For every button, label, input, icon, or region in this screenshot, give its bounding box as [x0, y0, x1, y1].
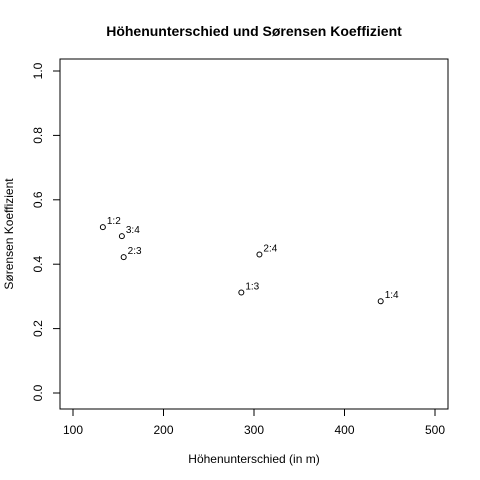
data-point-label: 2:3 — [128, 246, 142, 257]
x-tick-label: 400 — [334, 423, 354, 437]
x-tick-label: 200 — [153, 423, 173, 437]
x-tick-label: 100 — [63, 423, 83, 437]
data-point — [99, 224, 106, 231]
y-tick-label: 0.0 — [31, 384, 45, 401]
data-point-label: 1:2 — [107, 216, 121, 227]
data-point-label: 1:3 — [245, 282, 259, 293]
plot-frame — [59, 58, 449, 410]
data-point — [238, 289, 245, 296]
chart-title: Höhenunterschied und Sørensen Koeffizien… — [106, 23, 402, 39]
data-points: 1:2 3:4 2:3 2:4 1:3 1:4 — [99, 216, 399, 305]
data-point — [377, 298, 384, 305]
x-tick-label: 500 — [425, 423, 445, 437]
x-axis-label: Höhenunterschied (in m) — [188, 452, 319, 466]
y-tick-label: 0.8 — [31, 127, 45, 144]
data-point — [256, 251, 263, 258]
y-tick-label: 0.2 — [31, 320, 45, 337]
data-point — [118, 233, 125, 240]
y-axis-label: Sørensen Koeffizient — [2, 178, 16, 290]
x-tick-label: 300 — [244, 423, 264, 437]
data-point-label: 3:4 — [126, 225, 140, 236]
y-tick-label: 1.0 — [31, 62, 45, 79]
data-point-label: 2:4 — [263, 244, 277, 255]
y-axis: 0.0 0.2 0.4 0.6 0.8 1.0 — [31, 62, 60, 401]
data-point — [120, 254, 127, 261]
data-point-label: 1:4 — [385, 290, 399, 301]
y-tick-label: 0.6 — [31, 191, 45, 208]
y-tick-label: 0.4 — [31, 256, 45, 273]
x-axis: 100 200 300 400 500 — [63, 409, 445, 437]
